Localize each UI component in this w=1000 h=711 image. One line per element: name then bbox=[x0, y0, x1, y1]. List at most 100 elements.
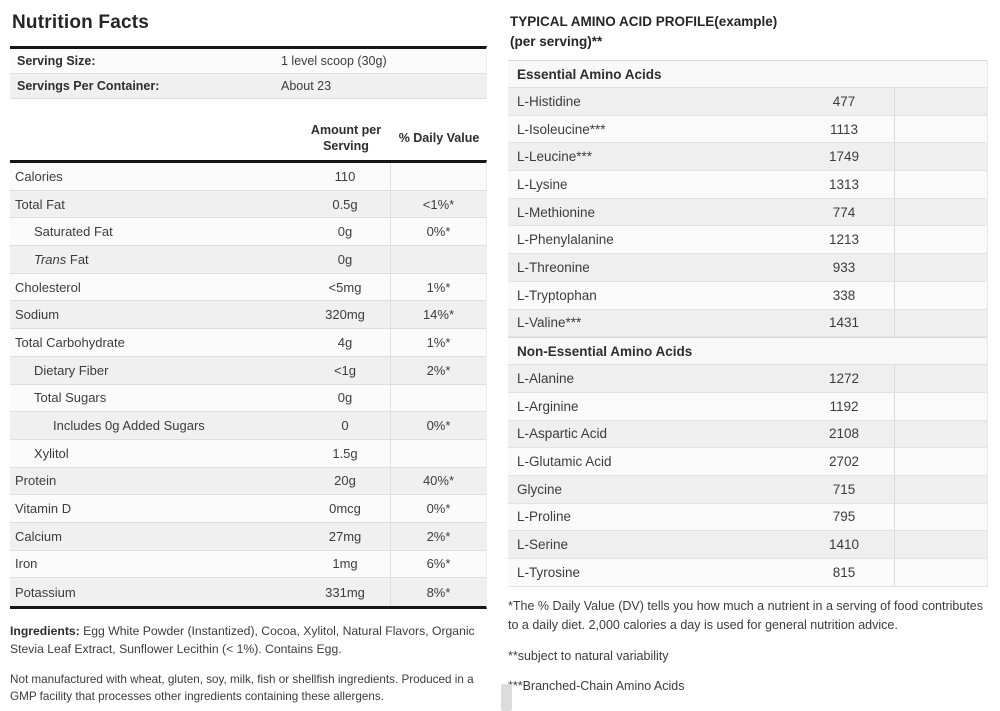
serving-row-label: Serving Size: bbox=[17, 54, 96, 68]
amino-empty-cell bbox=[894, 254, 987, 281]
amino-row: L-Alanine 1272 bbox=[508, 365, 987, 393]
nutrient-label: Vitamin D bbox=[15, 501, 72, 517]
nutrient-amount: 331mg bbox=[325, 584, 365, 600]
nutrient-label: Calcium bbox=[15, 528, 62, 544]
amino-name: L-Lysine bbox=[517, 176, 568, 192]
amino-empty-cell bbox=[894, 115, 987, 143]
nutrient-daily-value bbox=[390, 384, 486, 412]
nutrient-label: Iron bbox=[15, 556, 38, 572]
amino-name: L-Histidine bbox=[517, 93, 581, 109]
amino-empty-cell bbox=[894, 475, 987, 503]
amino-value: 1313 bbox=[828, 176, 860, 192]
amino-empty-cell bbox=[894, 531, 987, 558]
amino-profile-title-line2: (per serving)** bbox=[510, 33, 603, 49]
amino-section-header: Non-Essential Amino Acids bbox=[508, 337, 987, 366]
amino-value: 2702 bbox=[828, 454, 860, 470]
nutrient-amount: 110 bbox=[334, 168, 356, 184]
nutrient-amount: 0.5g bbox=[332, 196, 358, 212]
nutrient-row: Potassium 331mg 8%* bbox=[10, 578, 486, 606]
amino-row: L-Aspartic Acid 2108 bbox=[508, 420, 987, 449]
amino-name: L-Serine bbox=[517, 537, 569, 553]
nutrient-daily-value: 1%* bbox=[390, 273, 486, 301]
amino-value: 1431 bbox=[828, 315, 860, 331]
amino-row: L-Threonine 933 bbox=[508, 254, 987, 282]
amino-name: L-Leucine*** bbox=[517, 149, 593, 165]
nutrient-daily-value: 2%* bbox=[390, 356, 486, 384]
nutrient-label: Saturated Fat bbox=[34, 224, 113, 240]
amino-row: L-Histidine 477 bbox=[508, 88, 987, 116]
nutrient-row: Trans Fat 0g bbox=[10, 246, 486, 274]
nutrient-row: Vitamin D 0mcg 0%* bbox=[10, 495, 486, 523]
serving-row: Servings Per Container: About 23 bbox=[10, 74, 486, 99]
column-header-daily-value: % Daily Value bbox=[398, 131, 480, 145]
amino-name: L-Isoleucine*** bbox=[517, 121, 606, 137]
amino-value: 2108 bbox=[828, 426, 860, 442]
nutrient-amount: 320mg bbox=[325, 307, 365, 323]
amino-row: L-Tryptophan 338 bbox=[508, 281, 987, 310]
amino-name: L-Arginine bbox=[517, 398, 579, 414]
nutrient-amount: 0g bbox=[337, 224, 353, 240]
nutrient-daily-value: 6%* bbox=[390, 550, 486, 578]
amino-empty-cell bbox=[894, 503, 987, 531]
nutrient-daily-value: 0%* bbox=[390, 218, 486, 246]
amino-profile-title-line1: TYPICAL AMINO ACID PROFILE(example) bbox=[510, 14, 778, 29]
amino-value: 795 bbox=[832, 509, 856, 525]
nutrient-label: Total Fat bbox=[15, 196, 65, 212]
amino-name: L-Alanine bbox=[517, 371, 575, 387]
amino-row: L-Lysine 1313 bbox=[508, 171, 987, 199]
column-header-amount-per-serving: Amount per Serving bbox=[310, 123, 382, 153]
amino-value: 1410 bbox=[828, 537, 860, 553]
amino-name: L-Valine*** bbox=[517, 315, 582, 331]
serving-row: Serving Size: 1 level scoop (30g) bbox=[10, 49, 486, 74]
nutrient-row: Xylitol 1.5g bbox=[10, 439, 486, 468]
amino-value: 477 bbox=[832, 93, 856, 109]
nutrient-label: Protein bbox=[15, 473, 57, 489]
nutrient-row: Calcium 27mg 2%* bbox=[10, 522, 486, 551]
nutrient-amount: 27mg bbox=[328, 528, 362, 544]
nutrient-row: Iron 1mg 6%* bbox=[10, 550, 486, 579]
amino-row: L-Tyrosine 815 bbox=[508, 559, 987, 587]
amino-empty-cell bbox=[894, 365, 987, 392]
scrollbar-thumb[interactable] bbox=[501, 684, 512, 711]
serving-row-value: 1 level scoop (30g) bbox=[281, 54, 387, 68]
amino-value: 815 bbox=[832, 564, 856, 580]
amino-row: L-Proline 795 bbox=[508, 503, 987, 532]
nutrient-daily-value: 1%* bbox=[390, 329, 486, 356]
serving-info-table: Serving Size: 1 level scoop (30g) Servings… bbox=[10, 46, 487, 99]
serving-row-value: About 23 bbox=[281, 79, 332, 93]
nutrient-label: Trans Fat bbox=[34, 251, 89, 267]
amino-value: 1749 bbox=[828, 149, 860, 165]
amino-value: 774 bbox=[832, 204, 856, 220]
nutrient-daily-value: <1%* bbox=[390, 190, 486, 218]
allergen-note: Not manufactured with wheat, gluten, soy… bbox=[10, 673, 474, 703]
amino-acid-panel: TYPICAL AMINO ACID PROFILE(example) (per… bbox=[508, 8, 988, 708]
amino-empty-cell bbox=[894, 198, 987, 226]
nutrient-label: Potassium bbox=[15, 584, 76, 600]
amino-row: L-Valine*** 1431 bbox=[508, 309, 987, 338]
nutrition-table-header: Amount per Serving % Daily Value bbox=[10, 116, 487, 160]
amino-row: L-Leucine*** 1749 bbox=[508, 143, 987, 172]
nutrient-amount: 4g bbox=[337, 334, 353, 350]
nutrient-daily-value: 0%* bbox=[390, 412, 486, 439]
nutrient-amount: <1g bbox=[333, 362, 357, 378]
serving-row-label: Servings Per Container: bbox=[17, 79, 160, 93]
amino-name: L-Methionine bbox=[517, 204, 596, 220]
amino-section-header: Essential Amino Acids bbox=[508, 60, 987, 88]
amino-empty-cell bbox=[894, 448, 987, 475]
amino-row: L-Phenylalanine 1213 bbox=[508, 226, 987, 255]
nutrient-daily-value: 40%* bbox=[390, 467, 486, 495]
nutrient-row: Total Carbohydrate 4g 1%* bbox=[10, 329, 486, 357]
nutrient-row: Dietary Fiber <1g 2%* bbox=[10, 356, 486, 385]
amino-name: L-Tryptophan bbox=[517, 287, 597, 303]
amino-row: L-Methionine 774 bbox=[508, 198, 987, 227]
amino-empty-cell bbox=[894, 226, 987, 254]
nutrient-label: Sodium bbox=[15, 307, 60, 323]
nutrient-label: Dietary Fiber bbox=[34, 362, 109, 378]
ingredients-text: Egg White Powder (Instantized), Cocoa, X… bbox=[10, 624, 475, 656]
nutrient-daily-value: 8%* bbox=[390, 578, 486, 606]
nutrient-label: Total Sugars bbox=[34, 390, 107, 406]
nutrient-label: Cholesterol bbox=[15, 279, 81, 295]
nutrient-label: Xylitol bbox=[34, 445, 69, 461]
amino-footnotes: *The % Daily Value (DV) tells you how mu… bbox=[508, 597, 988, 697]
